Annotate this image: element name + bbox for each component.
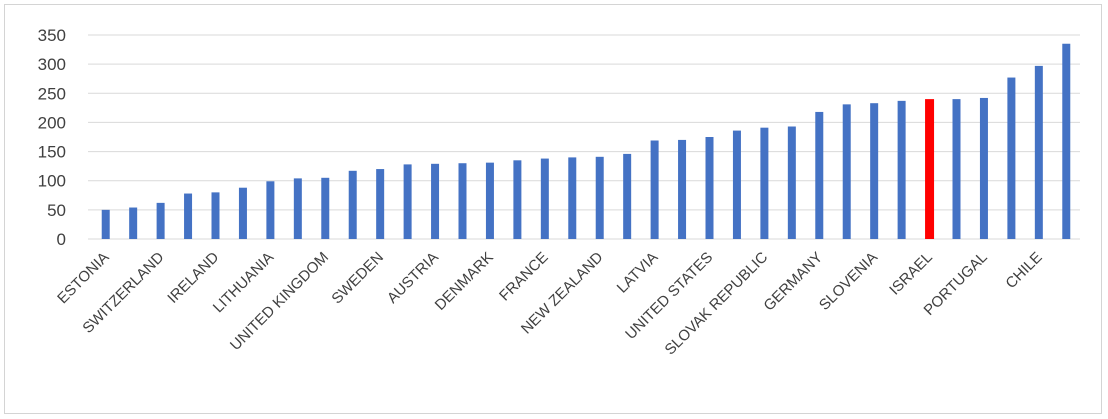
x-category-label: SLOVAK REPUBLIC bbox=[662, 249, 772, 359]
bar bbox=[760, 127, 769, 239]
x-category-label: SWEDEN bbox=[328, 249, 387, 308]
x-category-label: CHILE bbox=[1002, 249, 1045, 292]
y-axis-tick-labels: 0 50 100 150 200 250 300 350 bbox=[38, 26, 66, 249]
bar bbox=[623, 153, 632, 239]
bar bbox=[650, 140, 659, 239]
y-tick-label: 350 bbox=[38, 26, 66, 45]
x-category-label: IRELAND bbox=[164, 249, 222, 307]
bar bbox=[129, 207, 138, 239]
bar bbox=[897, 100, 906, 239]
x-category-label: DENMARK bbox=[432, 249, 497, 314]
bar bbox=[238, 187, 247, 239]
bar bbox=[1007, 77, 1016, 239]
bar bbox=[979, 97, 988, 239]
x-category-label: UNITED KINGDOM bbox=[227, 249, 332, 354]
y-tick-label: 50 bbox=[47, 201, 66, 220]
bar bbox=[815, 111, 824, 239]
x-category-label: ISRAEL bbox=[886, 249, 936, 299]
y-tick-label: 200 bbox=[38, 113, 66, 132]
y-tick-label: 0 bbox=[57, 230, 66, 249]
bar bbox=[595, 156, 604, 239]
bar bbox=[293, 178, 302, 239]
bar bbox=[184, 193, 193, 239]
bar bbox=[568, 157, 577, 239]
bar bbox=[458, 163, 467, 239]
y-tick-label: 100 bbox=[38, 172, 66, 191]
y-tick-label: 300 bbox=[38, 55, 66, 74]
bar bbox=[952, 99, 961, 239]
bar bbox=[485, 162, 494, 239]
bar bbox=[156, 202, 165, 239]
bar bbox=[925, 99, 935, 239]
gridlines bbox=[88, 34, 1080, 240]
bar bbox=[842, 104, 851, 239]
x-category-label: FRANCE bbox=[496, 249, 552, 305]
bar bbox=[211, 192, 220, 239]
x-category-label: LATVIA bbox=[614, 249, 662, 297]
bar bbox=[732, 130, 741, 239]
bar bbox=[266, 181, 275, 239]
bar bbox=[1034, 65, 1043, 240]
x-axis-category-labels: ESTONIASWITZERLANDIRELANDLITHUANIAUNITED… bbox=[54, 249, 1046, 359]
y-tick-label: 150 bbox=[38, 143, 66, 162]
bar bbox=[870, 103, 879, 240]
bar bbox=[1062, 43, 1071, 239]
x-category-label: ESTONIA bbox=[54, 249, 112, 307]
bars bbox=[101, 43, 1071, 240]
bar bbox=[787, 126, 796, 239]
bar bbox=[678, 139, 687, 239]
bar bbox=[403, 164, 412, 239]
bar bbox=[431, 163, 440, 239]
bar bbox=[705, 137, 714, 239]
bar bbox=[321, 177, 330, 239]
bar bbox=[513, 160, 522, 239]
bar bbox=[348, 170, 357, 239]
x-category-label: GERMANY bbox=[760, 249, 826, 315]
x-category-label: SLOVENIA bbox=[816, 249, 881, 314]
y-tick-label: 250 bbox=[38, 84, 66, 103]
bar bbox=[376, 169, 385, 239]
x-category-label: AUSTRIA bbox=[384, 249, 442, 307]
bar bbox=[101, 209, 110, 239]
bar bbox=[540, 158, 549, 239]
